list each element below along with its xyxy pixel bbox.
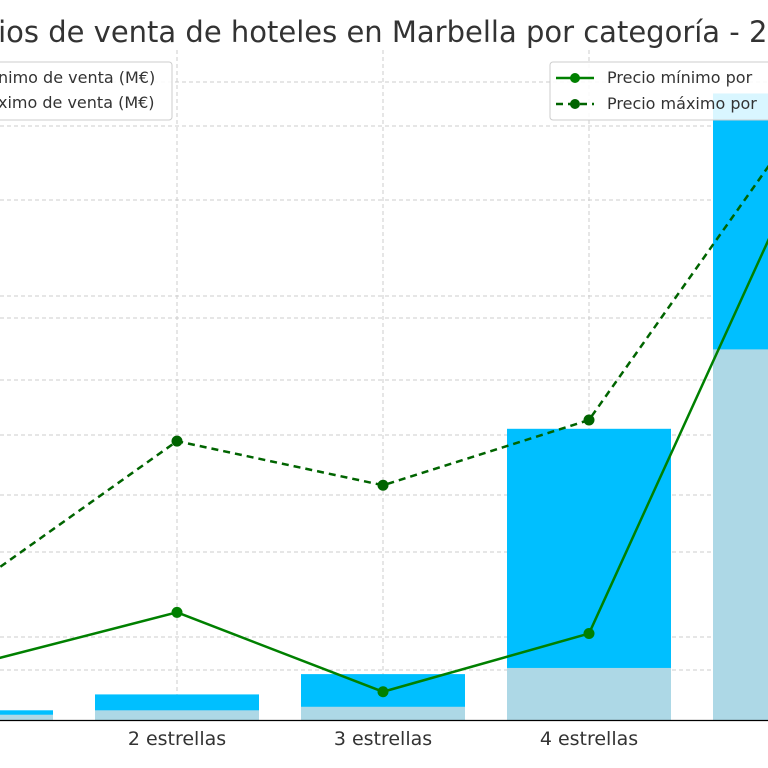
bar-min bbox=[95, 710, 259, 720]
bar-min bbox=[507, 667, 671, 720]
line-point bbox=[583, 628, 595, 640]
legend-left-entry-1: nimo de venta (M€) bbox=[0, 68, 155, 87]
line-point bbox=[377, 479, 389, 491]
chart-title: cios de venta de hoteles en Marbella por… bbox=[0, 15, 768, 49]
x-tick-label: 3 estrellas bbox=[334, 728, 432, 750]
x-tick-label: 2 estrellas bbox=[128, 728, 226, 750]
line-point bbox=[171, 435, 183, 447]
legend-right-marker-1 bbox=[570, 73, 580, 83]
legend-right: Precio mínimo por Precio máximo por bbox=[549, 61, 768, 121]
legend-right-entry-2: Precio máximo por bbox=[607, 94, 757, 113]
line-point bbox=[377, 686, 389, 698]
lines-group bbox=[0, 164, 768, 698]
bar-min bbox=[301, 706, 465, 720]
legend-left-entry-2: ximo de venta (M€) bbox=[0, 93, 155, 112]
bars-group bbox=[0, 93, 768, 721]
legend-right-entry-1: Precio mínimo por bbox=[607, 68, 753, 87]
legend-left-frame bbox=[0, 61, 173, 121]
legend-left: nimo de venta (M€) ximo de venta (M€) bbox=[0, 61, 173, 121]
bar-min bbox=[713, 349, 768, 720]
legend-right-frame bbox=[549, 61, 768, 121]
line-series-max bbox=[0, 164, 768, 569]
line-point bbox=[171, 606, 183, 618]
x-tick-label: 4 estrellas bbox=[540, 728, 638, 750]
legend-right-marker-2 bbox=[570, 99, 580, 109]
bar-min bbox=[0, 714, 53, 720]
line-point bbox=[583, 414, 595, 426]
